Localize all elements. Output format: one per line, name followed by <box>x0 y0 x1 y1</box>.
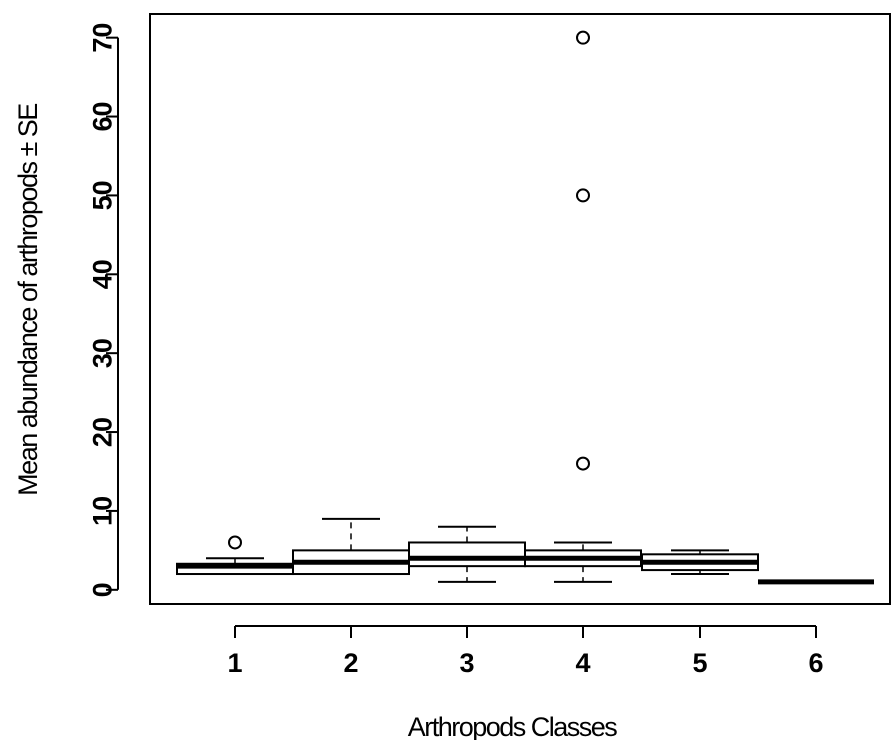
x-tick-label: 2 <box>343 648 358 678</box>
x-tick-label: 6 <box>808 648 823 678</box>
box-3 <box>408 525 526 583</box>
y-tick-label: 30 <box>87 338 117 368</box>
outlier-point <box>576 30 590 45</box>
x-tick-label: 4 <box>575 648 590 678</box>
y-tick-label: 60 <box>87 102 117 132</box>
box-4 <box>524 30 642 583</box>
x-tick-label: 3 <box>459 648 474 678</box>
box-group <box>176 30 874 585</box>
y-tick-label: 0 <box>87 582 117 597</box>
box-5 <box>641 549 759 576</box>
x-axis: 1 2 3 4 5 6 <box>227 625 824 678</box>
y-axis: 0 10 20 30 40 50 60 70 <box>87 23 119 597</box>
x-axis-title: Arthropods Classes <box>408 712 618 740</box>
box-2 <box>292 517 410 576</box>
outlier-point <box>228 535 242 550</box>
y-tick-label: 70 <box>87 23 117 53</box>
outlier-point <box>576 188 590 203</box>
y-tick-label: 40 <box>87 259 117 289</box>
outlier-point <box>576 456 590 471</box>
x-tick-label: 5 <box>692 648 707 678</box>
box-1 <box>176 535 294 576</box>
y-tick-label: 20 <box>87 417 117 447</box>
x-tick-label: 1 <box>227 648 242 678</box>
iqr-box <box>408 541 526 568</box>
y-axis-title: Mean abundance of arthropods ± SE <box>13 104 43 496</box>
y-tick-label: 50 <box>87 180 117 210</box>
y-tick-label: 10 <box>87 496 117 526</box>
plot-frame <box>149 13 891 605</box>
